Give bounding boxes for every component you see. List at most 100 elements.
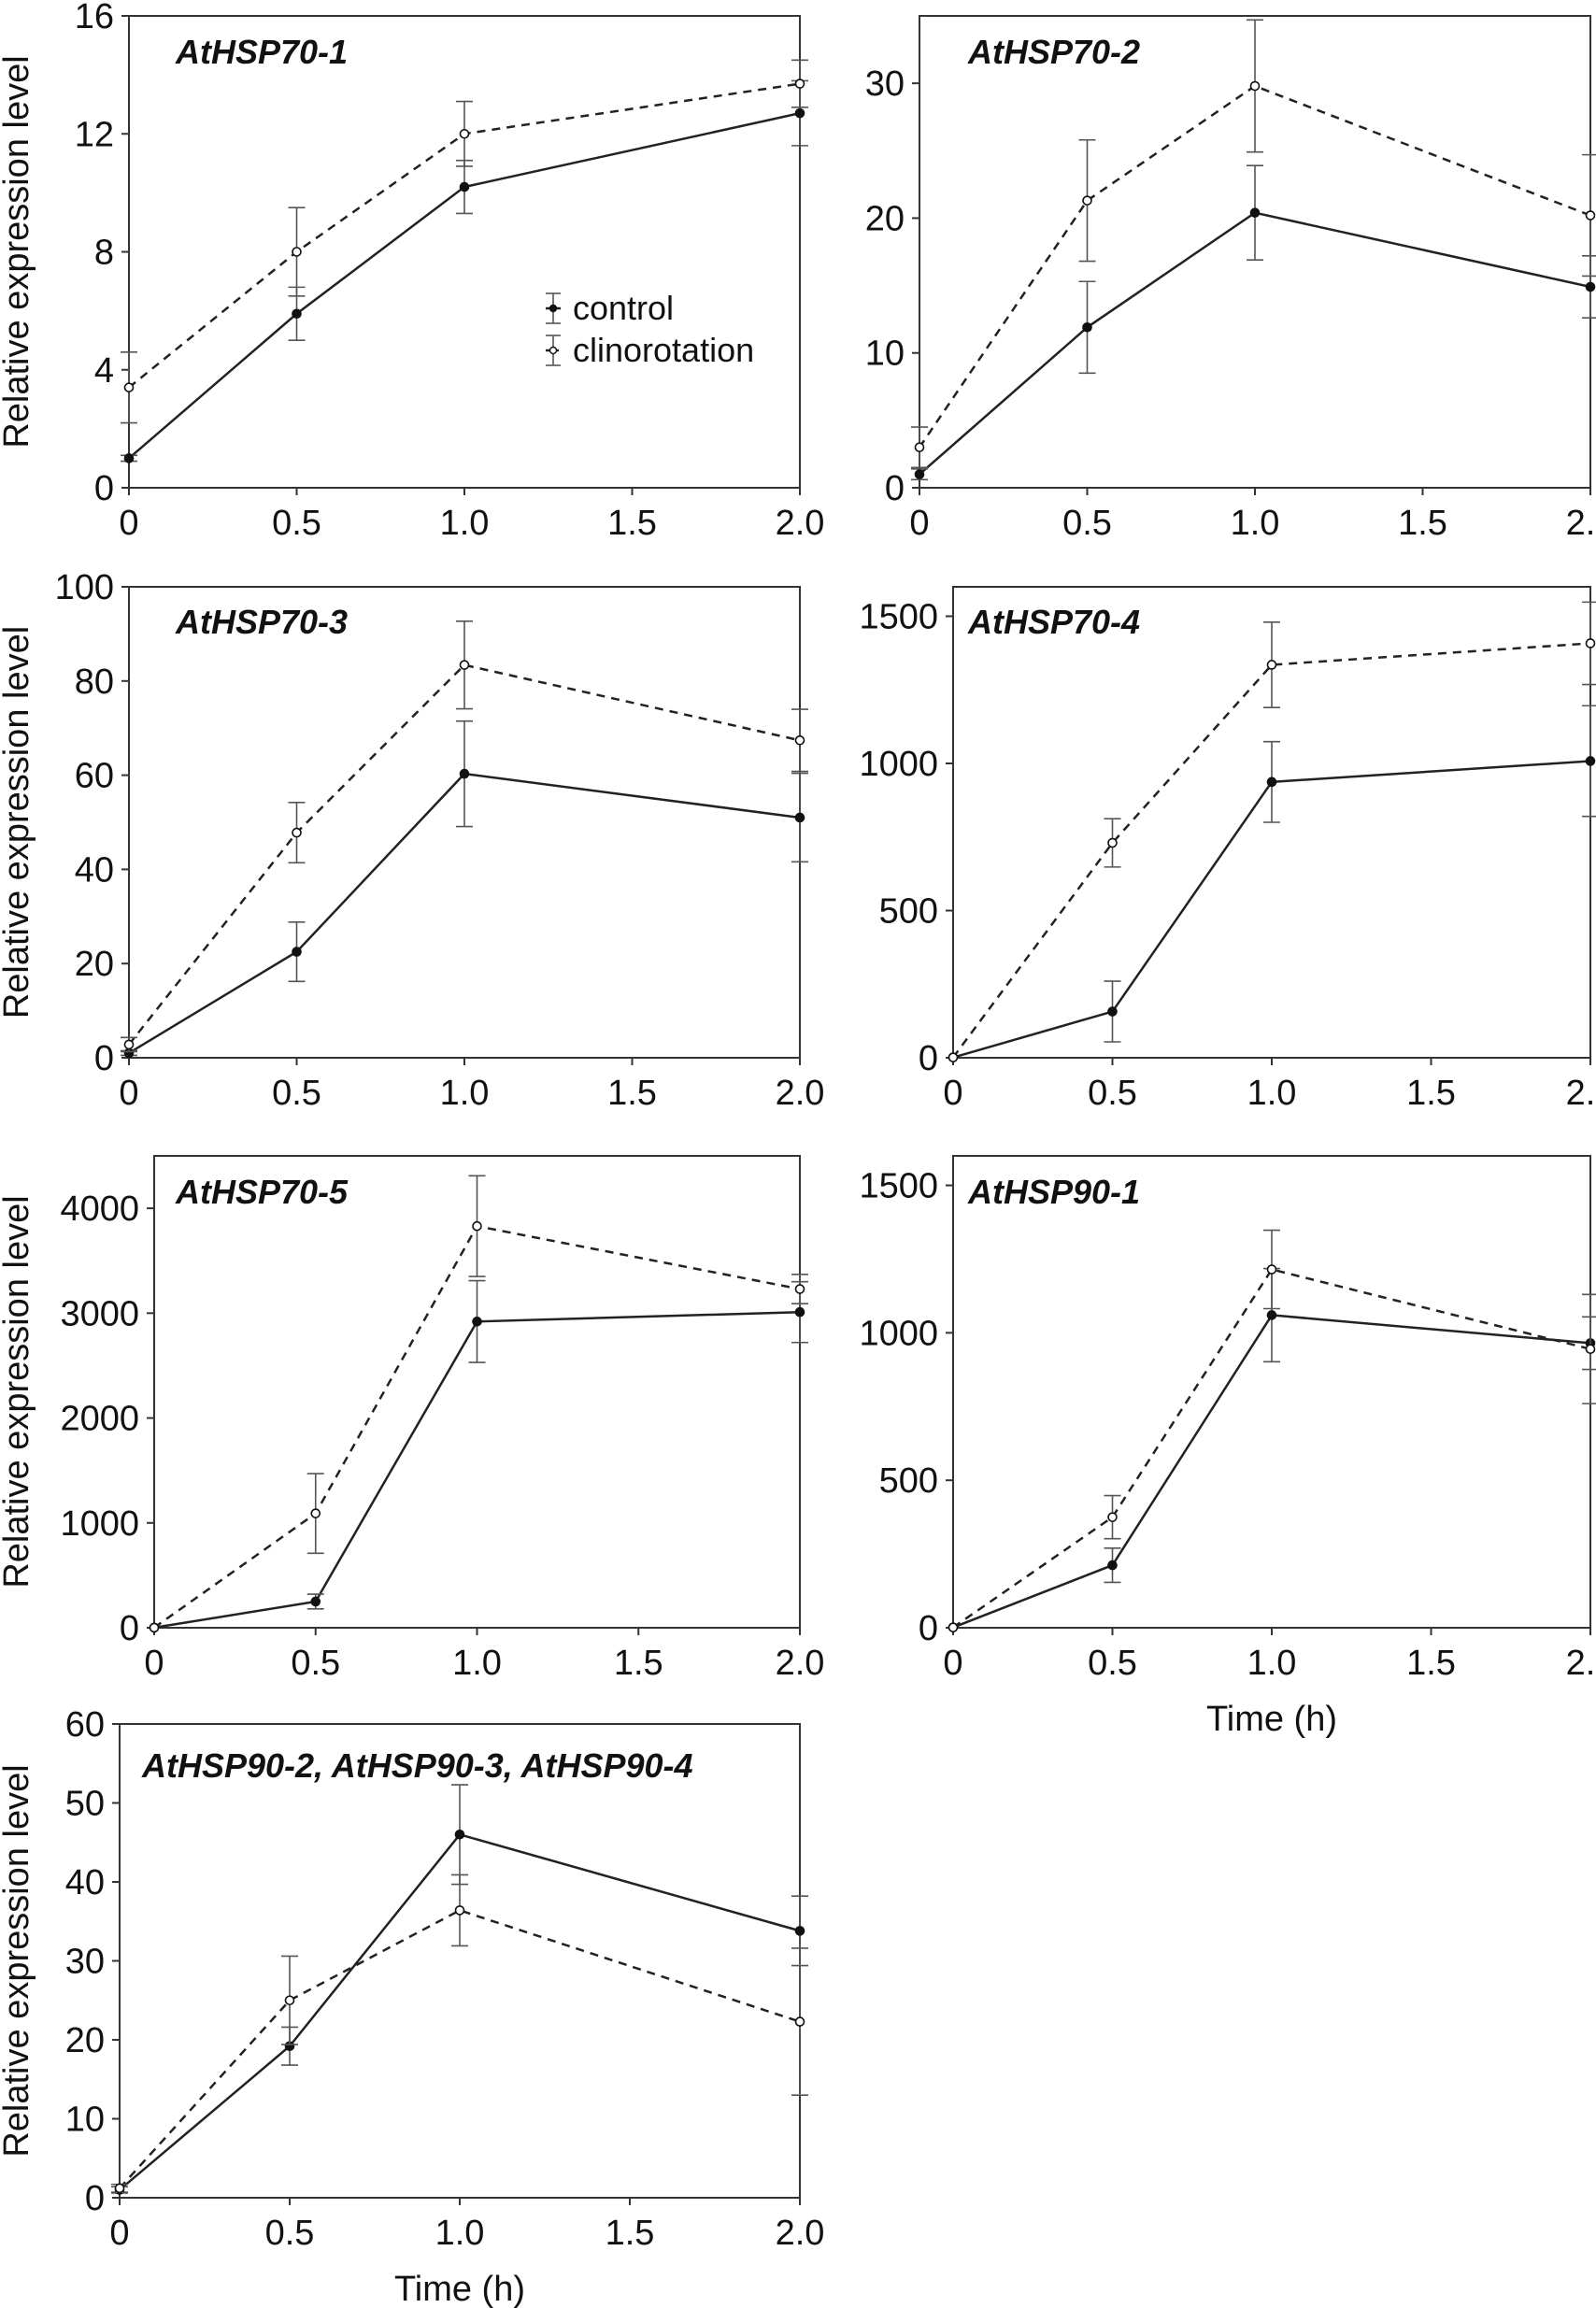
x-tick-label: 2.0 xyxy=(1566,1074,1596,1113)
data-point-clinorotation xyxy=(292,247,302,257)
data-point-control xyxy=(1249,207,1261,218)
plot-frame xyxy=(128,15,801,489)
x-axis-label: Time (h) xyxy=(394,2270,525,2308)
data-point-clinorotation xyxy=(454,1905,465,1916)
x-tick-label: 2.0 xyxy=(1566,1644,1596,1683)
data-point-clinorotation xyxy=(1107,1512,1118,1522)
y-tick-label: 20 xyxy=(65,2021,105,2060)
plot-frame xyxy=(952,1155,1591,1629)
series-line-clinorotation xyxy=(951,642,1591,1059)
chart-title: AtHSP70-5 xyxy=(175,1173,349,1211)
x-tick-label: 2.0 xyxy=(776,1074,825,1113)
x-tick-label: 1.5 xyxy=(1406,1644,1456,1683)
data-point-clinorotation xyxy=(948,1622,959,1632)
data-point-clinorotation xyxy=(123,1039,135,1050)
data-point-control xyxy=(310,1596,321,1607)
y-tick-label: 20 xyxy=(865,199,905,238)
data-point-clinorotation xyxy=(149,1622,160,1633)
data-point-control xyxy=(1107,1560,1118,1571)
y-tick-label: 1000 xyxy=(859,1314,938,1353)
y-tick-label: 2000 xyxy=(60,1400,139,1439)
series-line-control xyxy=(952,1314,1591,1629)
y-tick-label: 0 xyxy=(919,1609,938,1648)
x-tick-label: 1.0 xyxy=(452,1644,502,1683)
data-point-control xyxy=(914,469,925,479)
chart-title: AtHSP90-2, AtHSP90-3, AtHSP90-4 xyxy=(141,1746,693,1785)
chart-panel-2: 0 10 20 30 0 0.5 1.0 1.5 2.0 AtHSP70-2 xyxy=(865,15,1596,543)
data-point-clinorotation xyxy=(114,2183,125,2194)
data-point-clinorotation xyxy=(1585,210,1596,221)
series-line-clinorotation xyxy=(153,1224,801,1629)
y-tick-label: 100 xyxy=(55,568,114,607)
y-axis-label: Relative expression level xyxy=(0,1764,36,2157)
data-point-clinorotation xyxy=(1266,1264,1277,1275)
data-point-clinorotation xyxy=(1107,837,1118,848)
x-tick-label: 0.5 xyxy=(265,2214,315,2253)
y-tick-label: 0 xyxy=(885,469,905,508)
x-tick-label: 1.0 xyxy=(440,504,490,543)
x-tick-label: 0.5 xyxy=(272,504,321,543)
x-tick-label: 1.5 xyxy=(606,2214,655,2253)
y-tick-label: 80 xyxy=(75,662,114,702)
series-line-control xyxy=(919,211,1591,476)
legend: control clinorotation xyxy=(546,289,754,369)
y-axis-label: Relative expression level xyxy=(0,55,36,448)
y-tick-label: 0 xyxy=(85,2179,105,2218)
x-tick-label: 1.0 xyxy=(440,1074,490,1113)
series-line-clinorotation xyxy=(952,1268,1591,1629)
y-tick-label: 12 xyxy=(75,115,114,154)
legend-label-clinorotation: clinorotation xyxy=(573,331,754,369)
y-tick-label: 60 xyxy=(65,1705,105,1745)
chart-title: AtHSP70-1 xyxy=(175,33,348,71)
data-point-control xyxy=(459,181,470,192)
chart-panel-1: 0 4 8 12 16 0 0.5 1.0 1.5 2.0 AtHSP70-1 Relative ex… xyxy=(0,0,824,543)
y-tick-label: 40 xyxy=(75,850,114,890)
y-tick-label: 8 xyxy=(94,234,114,273)
y-tick-label: 4 xyxy=(94,351,114,391)
x-tick-label: 0.5 xyxy=(291,1644,340,1683)
series-line-clinorotation xyxy=(128,663,801,1046)
series-line-control xyxy=(119,1832,801,2191)
x-tick-label: 1.0 xyxy=(1231,504,1280,543)
y-axis-label: Relative expression level xyxy=(0,626,36,1019)
y-tick-label: 30 xyxy=(865,64,905,104)
series-line-clinorotation xyxy=(119,1909,801,2189)
x-tick-label: 1.5 xyxy=(607,1074,657,1113)
y-tick-label: 1000 xyxy=(859,745,938,784)
data-point-control xyxy=(1585,281,1596,292)
data-point-clinorotation xyxy=(310,1508,321,1518)
data-point-clinorotation xyxy=(1266,660,1277,670)
data-point-control xyxy=(1585,756,1596,766)
data-point-clinorotation xyxy=(794,735,805,746)
y-tick-label: 1500 xyxy=(859,1167,938,1206)
x-tick-label: 0 xyxy=(109,2214,129,2253)
x-tick-label: 2.0 xyxy=(776,504,825,543)
y-tick-label: 1000 xyxy=(60,1504,139,1544)
x-tick-label: 2.0 xyxy=(776,1644,825,1683)
data-point-control xyxy=(794,812,805,823)
y-tick-label: 30 xyxy=(65,1943,105,1982)
y-tick-label: 50 xyxy=(65,1785,105,1824)
y-tick-label: 20 xyxy=(75,945,114,984)
y-tick-label: 4000 xyxy=(60,1190,139,1229)
x-tick-label: 0 xyxy=(119,1074,138,1113)
x-tick-label: 0.5 xyxy=(272,1074,321,1113)
data-point-control xyxy=(1266,776,1277,788)
chart-panel-4: 0 500 1000 1500 0 0.5 1.0 1.5 2.0 AtHSP70-4 xyxy=(859,586,1596,1113)
x-tick-label: 0.5 xyxy=(1062,504,1112,543)
x-tick-label: 0 xyxy=(119,504,138,543)
x-tick-label: 1.0 xyxy=(435,2214,485,2253)
x-tick-label: 1.5 xyxy=(614,1644,663,1683)
y-tick-label: 0 xyxy=(94,1039,114,1078)
y-tick-label: 0 xyxy=(919,1039,938,1078)
data-point-clinorotation xyxy=(1585,638,1596,648)
chart-title: AtHSP70-4 xyxy=(967,603,1140,641)
data-point-clinorotation xyxy=(292,827,302,838)
data-point-control xyxy=(794,1926,805,1936)
x-tick-label: 0.5 xyxy=(1088,1644,1137,1683)
x-tick-label: 0 xyxy=(943,1644,962,1683)
data-point-clinorotation xyxy=(472,1220,482,1232)
data-point-control xyxy=(1266,1310,1277,1320)
data-point-control xyxy=(292,947,302,957)
x-tick-label: 0 xyxy=(909,504,929,543)
